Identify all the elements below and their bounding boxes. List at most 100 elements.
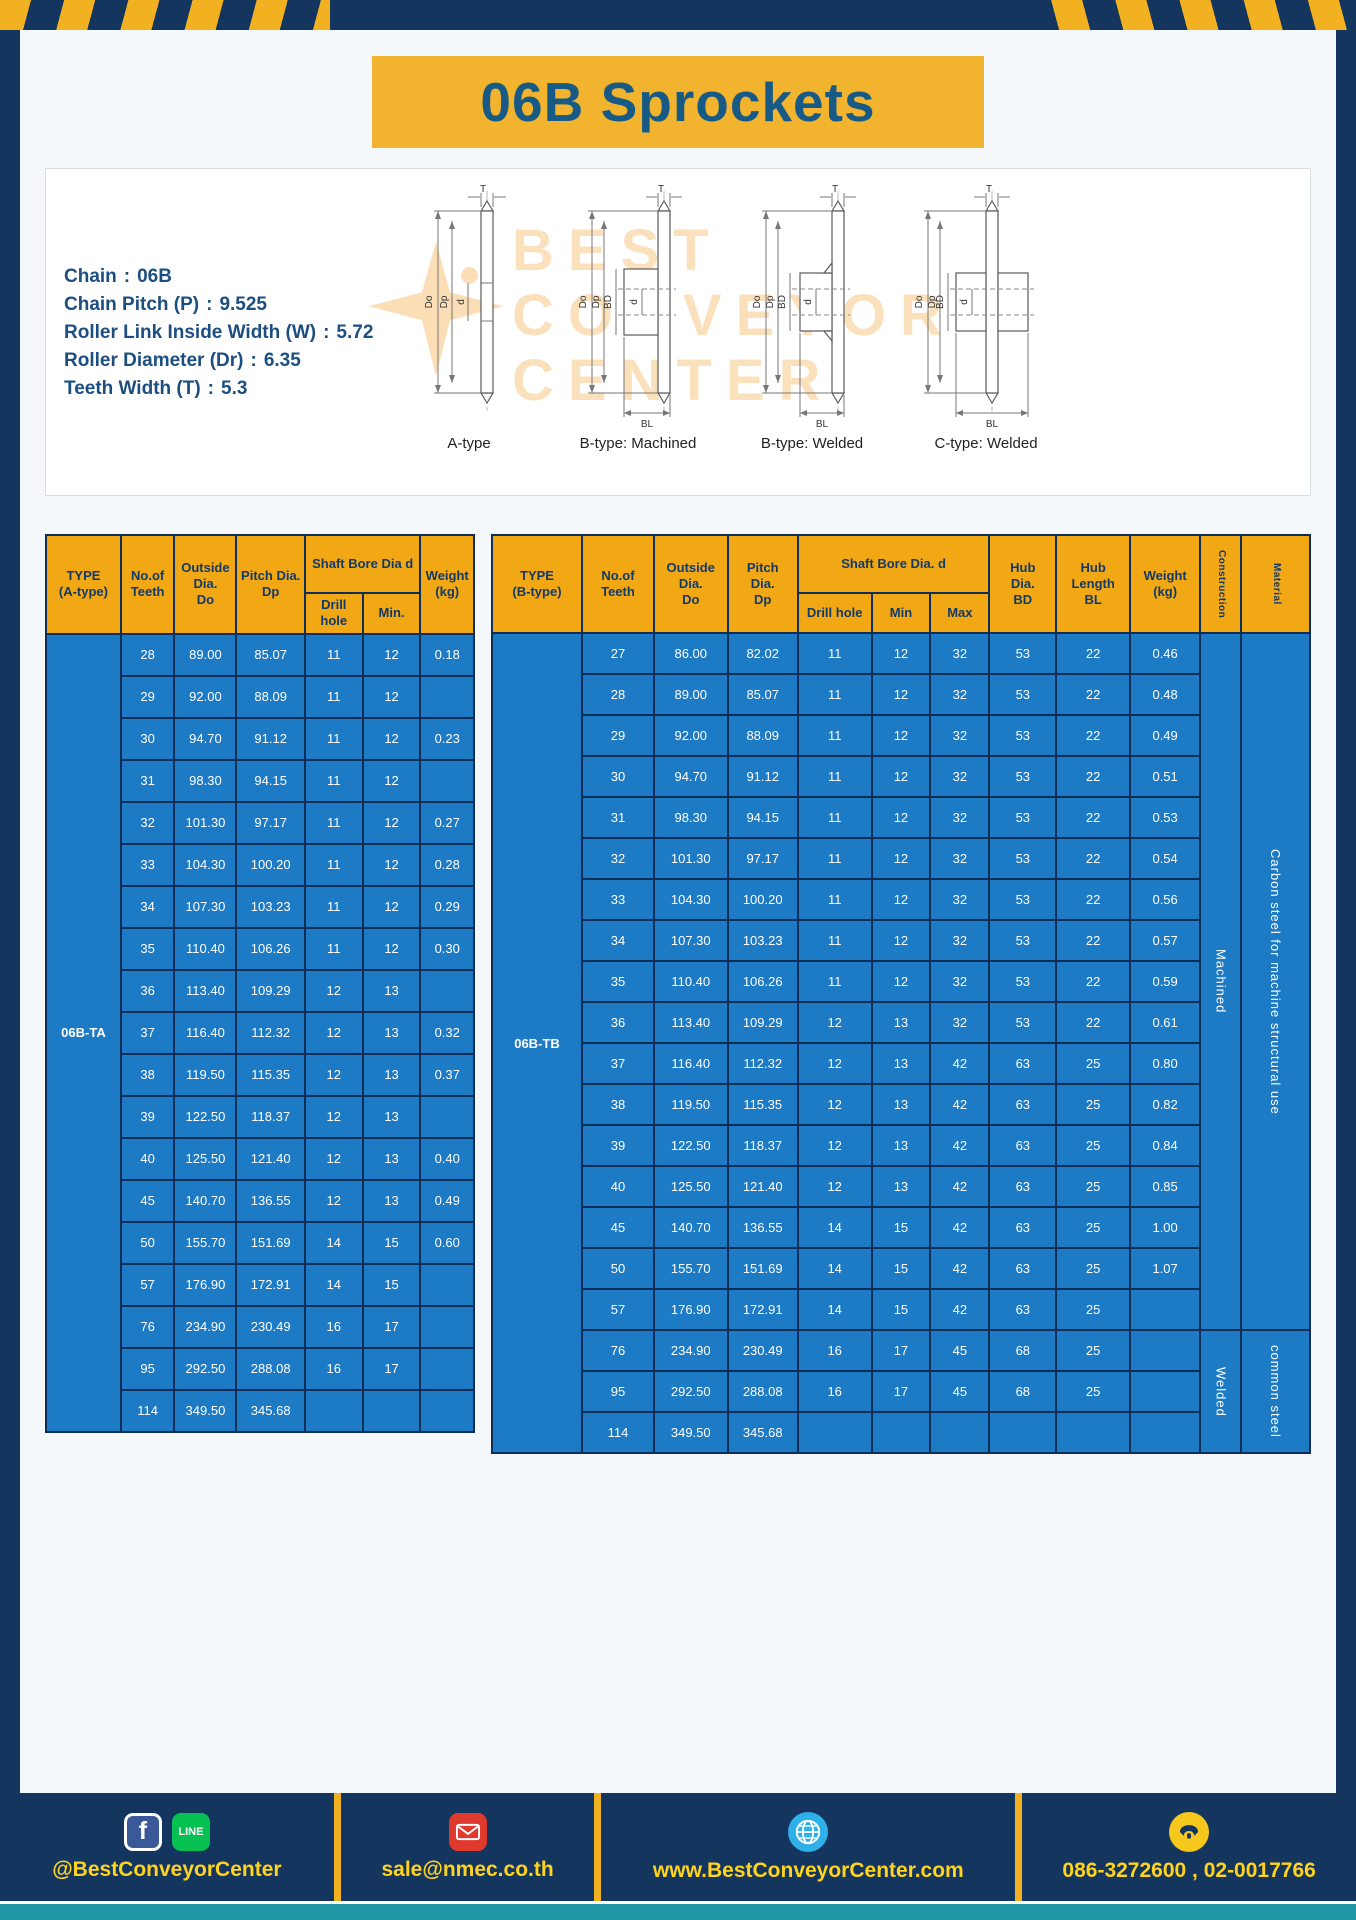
data-cell: 91.12 (726, 755, 799, 798)
data-cell: 31 (119, 758, 176, 803)
data-cell: 22 (1055, 714, 1131, 757)
material-value: Carbon steel for machine structural use (1240, 632, 1311, 1331)
data-cell: 0.28 (419, 842, 475, 887)
col-header-max: Max (929, 592, 991, 634)
data-cell: 36 (580, 1001, 655, 1044)
data-cell: 22 (1055, 632, 1131, 675)
data-cell: 119.50 (173, 1052, 238, 1097)
col-header-hub-length: Hub Length BL (1055, 534, 1131, 634)
data-cell: 11 (796, 714, 873, 757)
data-cell: 113.40 (652, 1001, 729, 1044)
table-a: TYPE (A-type) No.of Teeth Outside Dia. D… (45, 534, 475, 1433)
watermark-star-icon (368, 242, 504, 377)
table-a-row: 40 125.50 121.40 12 13 0.40 (46, 1136, 475, 1181)
data-cell: 22 (1055, 796, 1131, 839)
data-cell: 109.29 (235, 968, 306, 1013)
hazard-stripes-right (1026, 0, 1356, 30)
data-cell: 15 (361, 1262, 422, 1307)
col-header-pitch-dia: Pitch Dia. Dp (726, 534, 799, 634)
data-cell: 15 (870, 1247, 932, 1290)
table-a-row: 06B-TA 28 89.00 85.07 11 12 0.18 (45, 632, 475, 1433)
data-cell: 155.70 (652, 1247, 729, 1290)
col-header-weight: Weight (kg) (419, 534, 475, 635)
data-cell: 28 (119, 632, 176, 677)
data-cell: 22 (1055, 878, 1131, 921)
data-cell: 11 (303, 632, 364, 677)
data-cell: 25 (1055, 1288, 1131, 1331)
data-cell: 45 (119, 1178, 176, 1223)
data-cell: 13 (361, 1094, 422, 1139)
data-cell: 38 (119, 1052, 176, 1097)
data-cell: 292.50 (173, 1346, 238, 1391)
data-cell: 0.30 (419, 926, 475, 971)
dim-label-d: d (959, 299, 970, 305)
data-cell: 53 (988, 960, 1058, 1003)
data-cell: 89.00 (173, 632, 238, 677)
watermark-text: BEST CONVEYOR CENTER (512, 218, 956, 414)
phone-icon (1169, 1811, 1210, 1852)
data-cell: 125.50 (652, 1165, 729, 1208)
table-a-section: TYPE (A-type) No.of Teeth Outside Dia. D… (45, 534, 475, 1433)
data-cell: 42 (929, 1288, 991, 1331)
data-cell: 0.84 (1128, 1124, 1202, 1167)
data-cell: 13 (361, 1052, 422, 1097)
data-cell: 12 (796, 1001, 873, 1044)
data-cell: 39 (580, 1124, 655, 1167)
data-cell: 16 (796, 1329, 873, 1372)
spec-panel: BEST CONVEYOR CENTER Chain:06B Chain Pit… (45, 168, 1311, 496)
data-cell: 234.90 (652, 1329, 729, 1372)
data-cell: 12 (870, 755, 932, 798)
table-a-row: 33 104.30 100.20 11 12 0.28 (46, 842, 475, 887)
data-cell (419, 674, 475, 719)
table-b-row: 36 113.40 109.29 12 13 32 53 22 0.61 (492, 1001, 1310, 1044)
col-header-shaft-bore: Shaft Bore Dia. d (796, 534, 991, 594)
table-a-row: 45 140.70 136.55 12 13 0.49 (46, 1178, 475, 1223)
data-cell (1128, 1329, 1202, 1372)
data-cell: 104.30 (652, 878, 729, 921)
spec-line-teeth-width: Teeth Width (T):5.3 (64, 378, 248, 399)
data-cell: 88.09 (726, 714, 799, 757)
data-cell: 25 (1055, 1083, 1131, 1126)
data-cell (361, 1388, 422, 1433)
data-cell: 121.40 (726, 1165, 799, 1208)
footer-social-section: f LINE @BestConveyorCenter (0, 1793, 334, 1901)
col-header-pitch-dia: Pitch Dia. Dp (235, 534, 306, 635)
data-cell: 122.50 (652, 1124, 729, 1167)
data-cell: 14 (796, 1206, 873, 1249)
col-header-shaft-bore: Shaft Bore Dia d (303, 534, 422, 594)
data-cell: 136.55 (726, 1206, 799, 1249)
footer-website-section: www.BestConveyorCenter.com (601, 1793, 1015, 1901)
footer-separator (1015, 1793, 1023, 1901)
data-cell (796, 1411, 873, 1454)
data-cell: 292.50 (652, 1370, 729, 1413)
diagram-caption-a: A-type (447, 435, 491, 452)
data-cell: 349.50 (173, 1388, 238, 1433)
data-cell: 17 (361, 1346, 422, 1391)
hazard-stripes-left (0, 0, 330, 30)
data-cell: 234.90 (173, 1304, 238, 1349)
data-cell: 95 (580, 1370, 655, 1413)
data-cell: 25 (1055, 1370, 1131, 1413)
data-cell: 14 (796, 1247, 873, 1290)
col-header-outside-dia: Outside Dia. Do (173, 534, 238, 635)
data-cell: 82.02 (726, 632, 799, 675)
website-url: www.BestConveyorCenter.com (652, 1858, 964, 1882)
footer-separator (333, 1793, 341, 1901)
data-cell: 11 (303, 926, 364, 971)
data-cell: 32 (929, 960, 991, 1003)
data-cell: 109.29 (726, 1001, 799, 1044)
table-b-row: 39 122.50 118.37 12 13 42 63 25 0.84 (492, 1124, 1310, 1167)
footer-email-section: sale@nmec.co.th (341, 1793, 595, 1901)
data-cell: 53 (988, 673, 1058, 716)
email-address: sale@nmec.co.th (381, 1857, 554, 1881)
data-cell: 22 (1055, 1001, 1131, 1044)
data-cell: 349.50 (652, 1411, 729, 1454)
data-cell: 42 (929, 1083, 991, 1126)
data-cell: 0.80 (1128, 1042, 1202, 1085)
data-cell: 53 (988, 878, 1058, 921)
data-cell: 35 (119, 926, 176, 971)
data-cell: 230.49 (235, 1304, 306, 1349)
data-cell: 32 (929, 1001, 991, 1044)
data-cell: 34 (580, 919, 655, 962)
